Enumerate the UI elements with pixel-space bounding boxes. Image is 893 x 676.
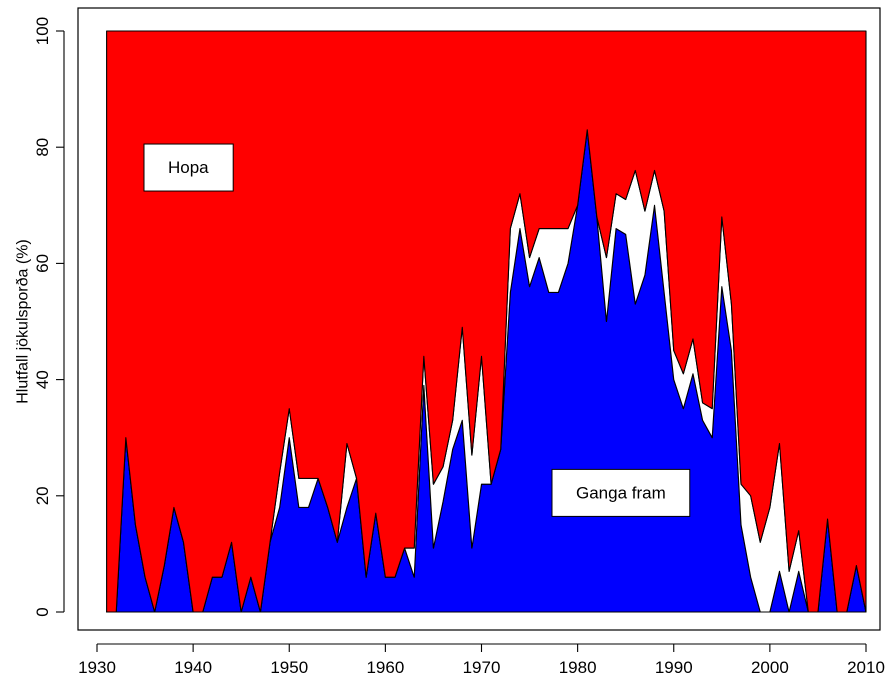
annotation-label: Ganga fram xyxy=(576,483,666,502)
x-tick-label: 2010 xyxy=(847,658,885,676)
y-tick-label: 80 xyxy=(33,138,52,157)
annotations: Hopa Ganga fram xyxy=(143,143,691,517)
x-tick-label: 1950 xyxy=(270,658,308,676)
x-tick-label: 1940 xyxy=(174,658,212,676)
x-tick-label: 1980 xyxy=(559,658,597,676)
y-tick-label: 40 xyxy=(33,370,52,389)
y-tick-label: 60 xyxy=(33,254,52,273)
plot-frame xyxy=(77,7,881,631)
annotation-label: Hopa xyxy=(168,158,209,177)
axes: 1930 1940 1950 1960 1970 1980 1990 2000 2010 0 20 4… xyxy=(33,17,885,676)
y-tick-label: 20 xyxy=(33,486,52,505)
x-tick-label: 1970 xyxy=(463,658,501,676)
annotation-hopa: Hopa xyxy=(143,143,234,192)
area-hopa xyxy=(106,30,867,613)
stacked-areas xyxy=(106,30,867,613)
x-tick-label: 1960 xyxy=(366,658,404,676)
x-tick-label: 1930 xyxy=(78,658,116,676)
annotation-box xyxy=(143,143,234,192)
x-tick-label: 1990 xyxy=(655,658,693,676)
y-tick-label: 100 xyxy=(33,17,52,45)
x-tick-label: 2000 xyxy=(751,658,789,676)
annotation-ganga-fram: Ganga fram xyxy=(551,468,691,517)
y-axis-title: Hlutfall jökulsporða (%) xyxy=(15,239,32,404)
y-tick-label: 0 xyxy=(33,607,52,616)
annotation-box xyxy=(551,468,691,517)
